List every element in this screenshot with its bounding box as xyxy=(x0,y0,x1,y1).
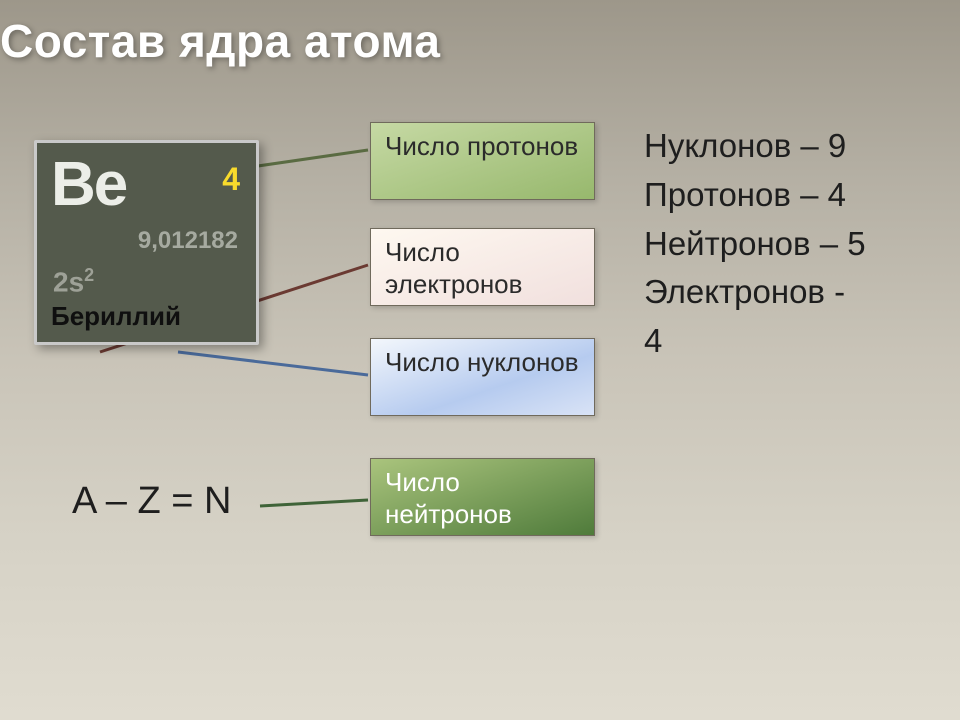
fact-protons: Протонов – 4 xyxy=(644,171,866,220)
facts-block: Нуклонов – 9 Протонов – 4 Нейтронов – 5 … xyxy=(644,122,866,366)
fact-nucleons: Нуклонов – 9 xyxy=(644,122,866,171)
element-atomic-number: 4 xyxy=(222,161,240,198)
element-name: Бериллий xyxy=(51,301,181,332)
config-sup: 2 xyxy=(84,265,94,285)
label-electrons: Число электронов xyxy=(370,228,595,306)
fact-electrons-l1: Электронов - xyxy=(644,268,866,317)
page-title: Состав ядра атома xyxy=(0,14,440,68)
label-neutrons: Число нейтронов xyxy=(370,458,595,536)
element-mass: 9,012182 xyxy=(138,227,238,255)
element-electron-config: 2s2 xyxy=(53,265,94,298)
formula-text: A – Z = N xyxy=(72,480,231,523)
fact-neutrons: Нейтронов – 5 xyxy=(644,220,866,269)
config-base: 2s xyxy=(53,266,84,297)
element-symbol: Be xyxy=(51,149,126,220)
label-nucleons: Число нуклонов xyxy=(370,338,595,416)
fact-electrons-l2: 4 xyxy=(644,317,866,366)
label-protons: Число протонов xyxy=(370,122,595,200)
periodic-element-tile: Be 4 9,012182 2s2 Бериллий xyxy=(34,140,259,345)
